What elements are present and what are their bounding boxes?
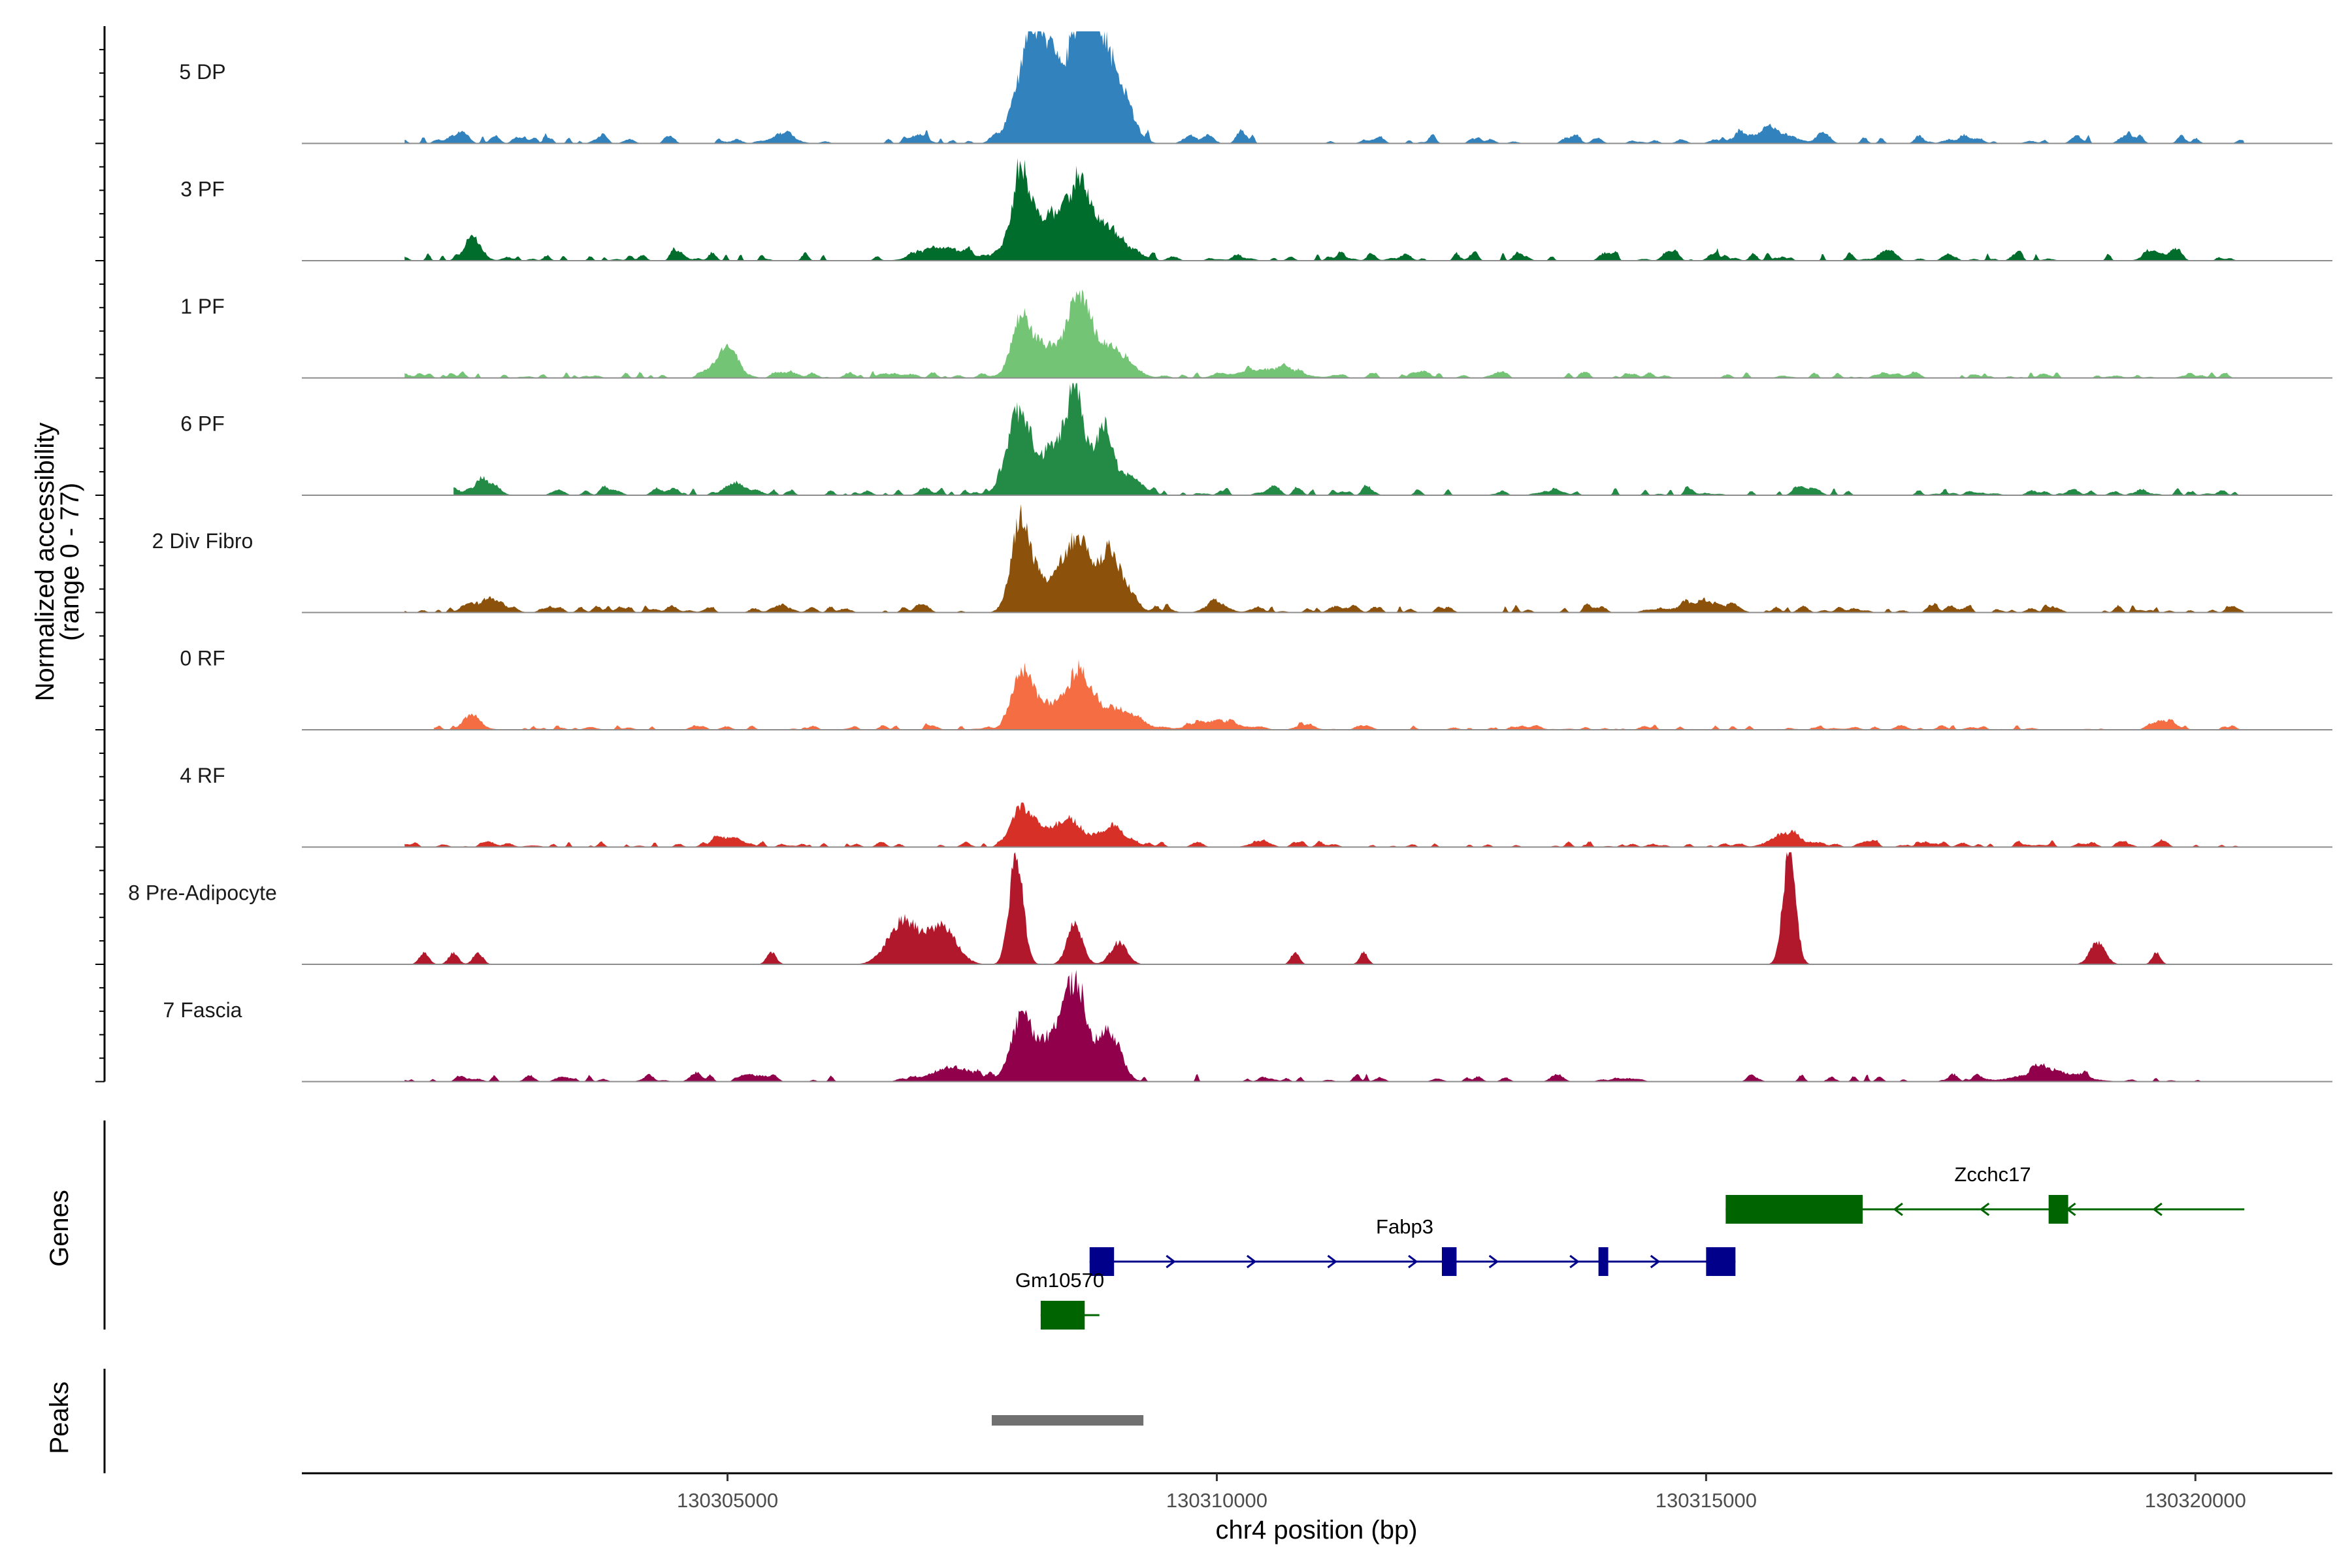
strand-arrow <box>1247 1254 1257 1269</box>
coverage-area-2-div-fibro <box>404 504 2245 613</box>
peak-region <box>991 1415 1144 1426</box>
gene-exon <box>1441 1247 1457 1276</box>
coverage-area-3-pf <box>404 157 2245 261</box>
x-tick-label: 130305000 <box>677 1489 778 1512</box>
track-label: 2 Div Fibro <box>152 529 253 553</box>
genes-axis-title: Genes <box>45 1190 74 1267</box>
x-tick-label: 130320000 <box>2145 1489 2246 1512</box>
x-axis-title: chr4 position (bp) <box>1215 1516 1417 1544</box>
strand-arrow <box>1893 1202 1903 1217</box>
gene-exon <box>2048 1195 2068 1224</box>
strand-arrow <box>1979 1202 1990 1217</box>
track-label: 4 RF <box>180 764 225 787</box>
track-8-pre-adipocyte: 8 Pre-Adipocyte <box>128 852 2332 965</box>
coverage-area-7-fascia <box>404 970 2245 1082</box>
gene-fabp3: Fabp3 <box>1089 1215 1736 1276</box>
gene-exon <box>1598 1247 1609 1276</box>
track-label: 5 DP <box>179 60 225 84</box>
track-3-pf: 3 PF <box>180 157 2332 261</box>
track-6-pf: 6 PF <box>180 383 2332 496</box>
track-7-fascia: 7 Fascia <box>163 970 2332 1083</box>
gene-label: Fabp3 <box>1376 1215 1433 1238</box>
strand-arrow <box>1166 1254 1176 1269</box>
track-0-rf: 0 RF <box>180 646 2332 730</box>
y-axis-range: (range 0 - 77) <box>56 483 84 641</box>
gene-exon <box>1089 1247 1115 1276</box>
gene-label: Zcchc17 <box>1954 1163 2031 1186</box>
strand-arrow <box>1569 1254 1580 1269</box>
track-label: 6 PF <box>180 412 225 435</box>
track-4-rf: 4 RF <box>180 764 2332 848</box>
strand-arrow <box>2152 1202 2163 1217</box>
coverage-area-1-pf <box>404 289 2245 378</box>
x-tick-label: 130310000 <box>1166 1489 1267 1512</box>
track-label: 8 Pre-Adipocyte <box>128 881 277 904</box>
gene-exon <box>1706 1247 1736 1276</box>
track-2-div-fibro: 2 Div Fibro <box>152 504 2332 613</box>
track-1-pf: 1 PF <box>180 289 2332 379</box>
x-tick-label: 130315000 <box>1656 1489 1757 1512</box>
gene-zcchc17: Zcchc17 <box>1725 1163 2245 1224</box>
gene-label: Gm10570 <box>1015 1269 1104 1292</box>
coverage-area-0-rf <box>434 659 2245 730</box>
peaks-axis-title: Peaks <box>45 1381 74 1454</box>
y-axis-title: Normalized accessibility <box>31 423 59 702</box>
gene-gm10570: Gm10570 <box>1015 1269 1104 1330</box>
gene-exon <box>1725 1195 1863 1224</box>
track-label: 7 Fascia <box>163 998 242 1022</box>
gene-exon <box>1040 1301 1085 1330</box>
track-label: 0 RF <box>180 646 225 670</box>
track-label: 1 PF <box>180 295 225 318</box>
coverage-area-8-pre-adipocyte <box>404 852 2245 964</box>
strand-arrow <box>1327 1254 1337 1269</box>
track-5-dp: 5 DP <box>179 31 2332 144</box>
coverage-area-4-rf <box>404 802 2245 847</box>
strand-arrow <box>1488 1254 1499 1269</box>
strand-arrow <box>1650 1254 1661 1269</box>
coverage-area-5-dp <box>404 31 2245 144</box>
coverage-area-6-pf <box>453 383 2245 495</box>
track-label: 3 PF <box>180 177 225 201</box>
strand-arrow <box>1408 1254 1418 1269</box>
